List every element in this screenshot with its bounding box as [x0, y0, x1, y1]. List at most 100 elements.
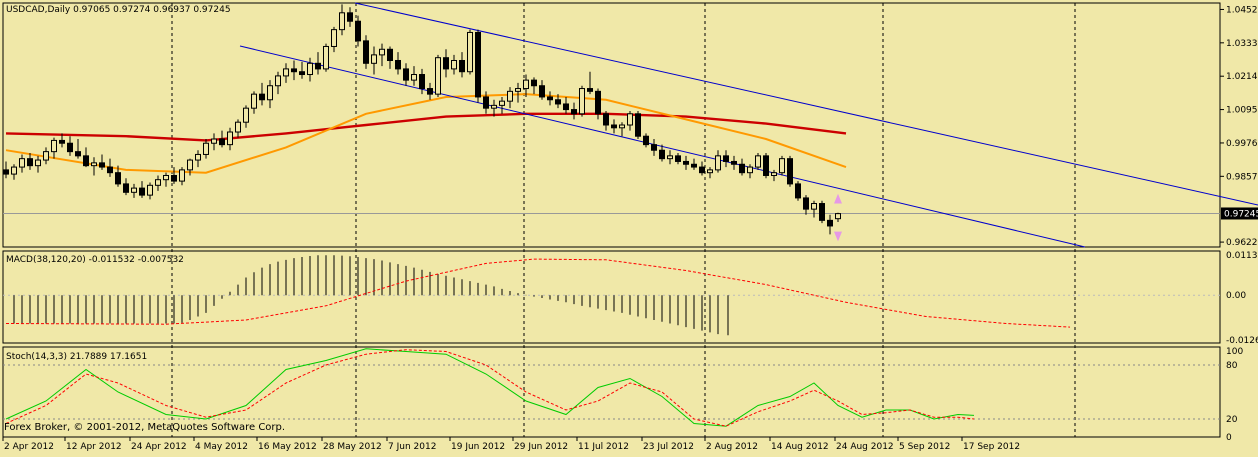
candle-body [28, 159, 33, 166]
candle-body [620, 125, 625, 128]
candle-body [492, 105, 497, 108]
candle-body [284, 69, 289, 76]
candle-body [500, 101, 505, 105]
candle-body [100, 163, 105, 167]
candle-body [228, 132, 233, 145]
date-label: 29 Jun 2012 [514, 442, 568, 452]
candle-body [604, 114, 609, 125]
date-label: 11 Jul 2012 [578, 442, 629, 452]
macd-axis-label: 0.01133 [1226, 251, 1258, 261]
candle-body [572, 110, 577, 114]
candle-body [476, 32, 481, 97]
candle-body [356, 21, 361, 41]
candle-body [708, 170, 713, 173]
candle-body [532, 80, 537, 86]
candle-body [508, 91, 513, 101]
candle-body [820, 204, 825, 221]
candle[interactable] [756, 153, 761, 170]
candle[interactable] [780, 156, 785, 176]
candle-body [52, 140, 57, 151]
candle-body [92, 163, 97, 166]
stoch-axis-label: 0 [1226, 433, 1232, 443]
candle-body [676, 156, 681, 162]
candle-body [324, 46, 329, 68]
candle-body [516, 89, 521, 92]
candle-body [580, 89, 585, 114]
candle-body [692, 164, 697, 167]
date-label: 24 Apr 2012 [131, 442, 187, 452]
candle-body [188, 160, 193, 170]
stoch-axis-label: 20 [1226, 415, 1238, 425]
candle-body [700, 167, 705, 173]
candle-body [460, 60, 465, 71]
date-label: 14 Aug 2012 [771, 442, 829, 452]
candle-body [124, 184, 129, 192]
candle[interactable] [820, 201, 825, 223]
candle-body [252, 94, 257, 108]
candle-body [84, 156, 89, 166]
candle-body [180, 170, 185, 181]
candle-body [172, 175, 177, 181]
candle-body [436, 58, 441, 94]
stoch-title: Stoch(14,3,3) 21.7889 17.1651 [6, 352, 147, 362]
candle-body [364, 41, 369, 63]
macd-axis-label: 0.00 [1226, 291, 1246, 301]
candle-body [108, 167, 113, 173]
candle[interactable] [324, 44, 329, 72]
candle[interactable] [764, 153, 769, 178]
date-label: 2 Aug 2012 [706, 442, 758, 452]
price-label: 1.03330 [1226, 39, 1258, 49]
candle-body [548, 97, 553, 100]
candle-body [380, 49, 385, 55]
candle[interactable] [468, 30, 473, 75]
price-label: 1.04520 [1226, 5, 1258, 15]
candle[interactable] [580, 86, 585, 117]
candle-body [268, 86, 273, 100]
candle-body [564, 104, 569, 110]
date-label: 28 May 2012 [323, 442, 382, 452]
candle-body [76, 152, 81, 156]
date-label: 16 May 2012 [258, 442, 317, 452]
candle-body [636, 114, 641, 136]
stoch-axis-label: 80 [1226, 361, 1238, 371]
candle-body [292, 69, 297, 72]
candle-body [316, 63, 321, 69]
chart-title: USDCAD,Daily 0.97065 0.97274 0.96937 0.9… [6, 5, 231, 15]
candle-body [644, 136, 649, 144]
date-label: 4 May 2012 [195, 442, 248, 452]
candle-body [140, 188, 145, 195]
candle-body [556, 100, 561, 104]
candle-body [244, 108, 249, 122]
candle-body [780, 159, 785, 173]
candle-body [156, 180, 161, 186]
date-label: 17 Sep 2012 [963, 442, 1020, 452]
candle-body [524, 80, 529, 88]
candle[interactable] [788, 156, 793, 187]
candle[interactable] [436, 55, 441, 97]
candle-body [220, 139, 225, 145]
candle-body [396, 60, 401, 68]
candle-body [164, 175, 169, 179]
candle[interactable] [476, 30, 481, 103]
candle-body [668, 156, 673, 159]
candle-body [788, 159, 793, 184]
candle-body [684, 161, 689, 164]
candle-body [412, 75, 417, 81]
candle-body [748, 167, 753, 173]
candle-body [764, 156, 769, 176]
stoch-axis-label: 100 [1226, 347, 1243, 357]
current-price-label: 0.97245 [1224, 209, 1258, 219]
date-label: 7 Jun 2012 [388, 442, 436, 452]
candle-body [588, 89, 593, 92]
candle[interactable] [796, 181, 801, 201]
candle-body [596, 91, 601, 113]
candle-body [612, 125, 617, 128]
candle-body [628, 114, 633, 125]
candle-body [812, 204, 817, 210]
candle-body [308, 63, 313, 74]
candle[interactable] [636, 111, 641, 139]
candle-body [540, 86, 545, 97]
